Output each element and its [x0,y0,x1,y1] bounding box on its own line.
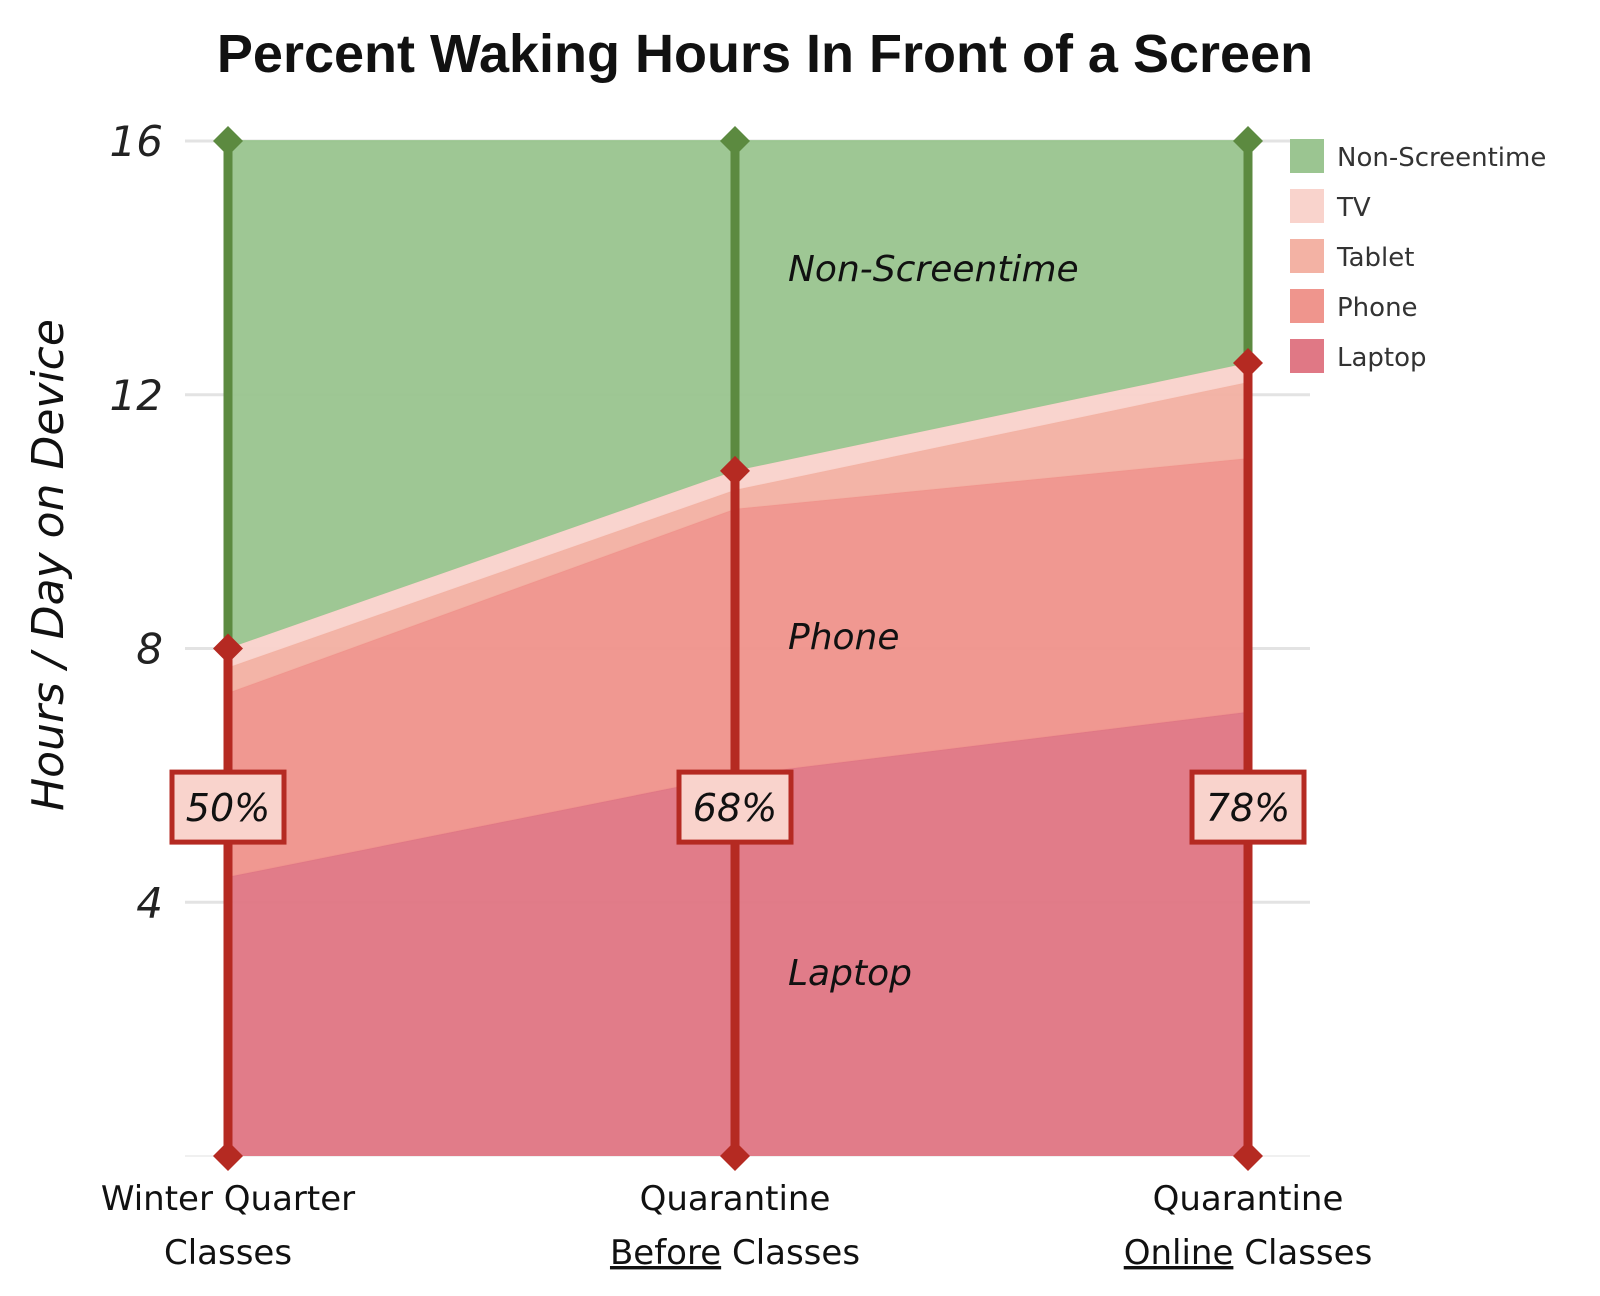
area-label: Non-Screentime [788,249,1079,290]
chart-title: Percent Waking Hours In Front of a Scree… [217,24,1313,84]
area-label: Phone [788,617,900,658]
x-tick-label: Quarantine [1153,1179,1344,1219]
baseline-marker [213,1141,243,1171]
x-tick-label: Online Classes [1124,1233,1373,1273]
percent-label: 68% [693,786,777,830]
area-tv [228,363,1248,668]
x-tick-segment: Before [610,1233,721,1273]
legend-label: Phone [1337,293,1418,323]
x-tick-segment: Classes [1233,1233,1372,1273]
y-tick-label: 4 [136,878,163,927]
legend-swatch [1290,189,1324,223]
percent-label-box [676,769,794,845]
waking-total-marker [213,126,243,156]
legend-swatch [1290,289,1324,323]
area-tablet [228,382,1248,693]
x-tick-label: Classes [164,1233,292,1273]
percent-label-box [169,769,287,845]
y-axis-label: Hours / Day on Device [23,319,74,811]
legend-swatch [1290,139,1324,173]
legend-label: Tablet [1336,243,1414,273]
legend-swatch [1290,239,1324,273]
y-axis-ticks: 4 8 12 16 [110,117,163,927]
x-tick-label: Before Classes [610,1233,860,1273]
y-tick-label: 8 [136,625,163,674]
screen-total-marker [213,633,243,664]
baseline-marker [1233,1141,1263,1171]
y-tick-label: 16 [110,117,163,166]
x-axis-ticks: Winter Quarter Classes Quarantine Before Cl… [101,1179,1372,1273]
x-tick-segment: Online [1124,1233,1234,1273]
area-label: Laptop [788,953,912,994]
x-tick-segment: Winter Quarter [101,1179,355,1219]
x-tick-label: Quarantine [640,1179,831,1219]
legend-swatch [1290,339,1324,373]
screen-total-marker [720,455,750,486]
percent-label: 50% [186,786,270,830]
waking-total-marker [720,126,750,156]
x-tick-label: Winter Quarter [101,1179,355,1219]
baseline-marker [720,1141,750,1171]
x-tick-segment: Classes [721,1233,860,1273]
legend-label: Non-Screentime [1337,143,1546,173]
x-tick-segment: Classes [164,1233,292,1273]
x-tick-segment: Quarantine [640,1179,831,1219]
y-tick-label: 12 [110,371,163,420]
legend-label: TV [1336,193,1371,223]
percent-label-box [1189,769,1307,845]
x-tick-segment: Quarantine [1153,1179,1344,1219]
waking-total-marker [1233,126,1263,156]
legend: Non-Screentime TV Tablet Phone Laptop [1290,139,1546,373]
percent-labels: 50% 68% 78% [169,769,1307,845]
legend-label: Laptop [1337,343,1427,373]
area-labels: Non-Screentime Phone Laptop [788,249,1079,994]
percent-label: 78% [1206,786,1290,830]
screen-total-marker [1233,348,1263,379]
